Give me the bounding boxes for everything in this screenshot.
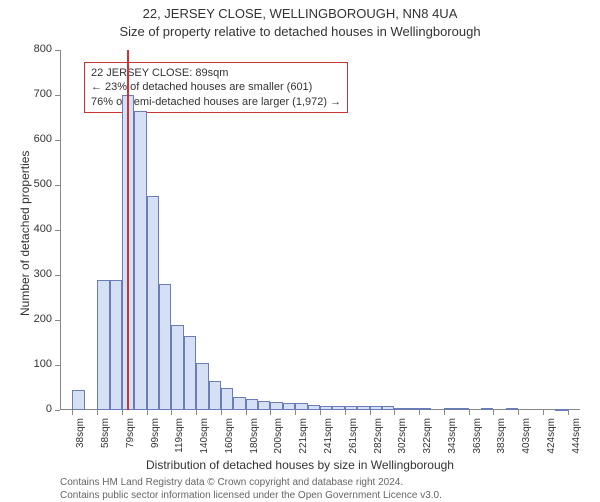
xtick-label: 383sqm [496, 418, 507, 468]
xtick-mark [444, 410, 445, 415]
xtick-mark [518, 410, 519, 415]
ytick-label: 300 [22, 268, 52, 280]
ytick-label: 700 [22, 88, 52, 100]
xtick-label: 282sqm [373, 418, 384, 468]
xtick-mark [543, 410, 544, 415]
histogram-bar [394, 408, 406, 410]
xtick-mark [493, 410, 494, 415]
attribution-line2: Contains public sector information licen… [60, 489, 442, 502]
histogram-bar [481, 408, 493, 410]
chart-title-main: 22, JERSEY CLOSE, WELLINGBOROUGH, NN8 4U… [0, 6, 600, 21]
histogram-bar [72, 390, 84, 410]
attribution-line1: Contains HM Land Registry data © Crown c… [60, 476, 442, 489]
histogram-bar [370, 406, 382, 411]
xtick-mark [419, 410, 420, 415]
xtick-label: 302sqm [397, 418, 408, 468]
ytick-label: 500 [22, 178, 52, 190]
histogram-bar [209, 381, 221, 410]
xtick-mark [97, 410, 98, 415]
histogram-bar [110, 280, 122, 411]
ytick-mark [55, 140, 60, 141]
xtick-label: 140sqm [199, 418, 210, 468]
histogram-bar [258, 401, 270, 410]
xtick-mark [568, 410, 569, 415]
ytick-label: 400 [22, 223, 52, 235]
xtick-mark [72, 410, 73, 415]
histogram-bar [407, 408, 419, 410]
xtick-label: 322sqm [422, 418, 433, 468]
xtick-label: 58sqm [100, 418, 111, 468]
histogram-bar [332, 406, 344, 411]
histogram-bar [320, 406, 332, 411]
histogram-bar [283, 403, 295, 410]
xtick-label: 444sqm [571, 418, 582, 468]
histogram-bar [345, 406, 357, 410]
xtick-mark [295, 410, 296, 415]
xtick-mark [394, 410, 395, 415]
xtick-label: 424sqm [546, 418, 557, 468]
histogram-bar [233, 397, 245, 411]
histogram-bar [555, 409, 567, 411]
xtick-label: 261sqm [348, 418, 359, 468]
xtick-label: 160sqm [224, 418, 235, 468]
xtick-label: 363sqm [472, 418, 483, 468]
xtick-mark [270, 410, 271, 415]
chart-title-sub: Size of property relative to detached ho… [0, 24, 600, 39]
histogram-bar [147, 196, 159, 410]
ytick-label: 800 [22, 43, 52, 55]
histogram-bar [357, 406, 369, 410]
histogram-bar [184, 336, 196, 410]
histogram-bar [382, 406, 394, 410]
ytick-mark [55, 320, 60, 321]
ytick-mark [55, 275, 60, 276]
xtick-mark [320, 410, 321, 415]
histogram-bar [308, 405, 320, 410]
xtick-mark [122, 410, 123, 415]
histogram-bar [97, 280, 109, 411]
xtick-label: 403sqm [521, 418, 532, 468]
histogram-bar [506, 408, 518, 410]
xtick-mark [221, 410, 222, 415]
xtick-label: 343sqm [447, 418, 458, 468]
xtick-mark [345, 410, 346, 415]
histogram-bar [159, 284, 171, 410]
ytick-label: 0 [22, 403, 52, 415]
histogram-bar [270, 402, 282, 410]
xtick-mark [246, 410, 247, 415]
xtick-mark [147, 410, 148, 415]
xtick-label: 79sqm [125, 418, 136, 468]
xtick-mark [469, 410, 470, 415]
histogram-bar [171, 325, 183, 411]
ytick-label: 600 [22, 133, 52, 145]
ytick-mark [55, 365, 60, 366]
histogram-bar [246, 399, 258, 410]
xtick-mark [370, 410, 371, 415]
ytick-label: 100 [22, 358, 52, 370]
histogram-bar [419, 408, 431, 410]
ytick-mark [55, 95, 60, 96]
xtick-label: 221sqm [298, 418, 309, 468]
ytick-mark [55, 410, 60, 411]
histogram-bar [196, 363, 208, 410]
histogram-bar [295, 403, 307, 410]
property-marker-line [127, 50, 129, 410]
xtick-label: 99sqm [150, 418, 161, 468]
ytick-mark [55, 185, 60, 186]
ytick-mark [55, 50, 60, 51]
histogram-bar [134, 111, 146, 410]
xtick-label: 241sqm [323, 418, 334, 468]
xtick-mark [196, 410, 197, 415]
histogram-bar [221, 388, 233, 411]
chart-container: 22, JERSEY CLOSE, WELLINGBOROUGH, NN8 4U… [0, 0, 600, 500]
xtick-label: 200sqm [273, 418, 284, 468]
xtick-label: 119sqm [174, 418, 185, 468]
ytick-label: 200 [22, 313, 52, 325]
attribution: Contains HM Land Registry data © Crown c… [60, 476, 442, 502]
xtick-mark [171, 410, 172, 415]
xtick-label: 38sqm [75, 418, 86, 468]
ytick-mark [55, 230, 60, 231]
histogram-bar [456, 408, 468, 410]
xtick-label: 180sqm [249, 418, 260, 468]
histogram-bar [444, 408, 456, 410]
